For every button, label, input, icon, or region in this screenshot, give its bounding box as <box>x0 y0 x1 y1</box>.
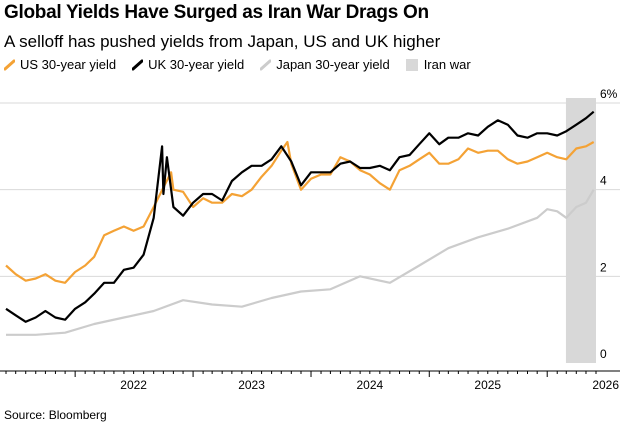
uk-yield-line <box>5 110 595 323</box>
chart-subtitle: A selloff has pushed yields from Japan, … <box>4 32 441 51</box>
grid-layer <box>0 102 620 277</box>
series-layer <box>5 110 595 336</box>
chart-title: Global Yields Have Surged as Iran War Dr… <box>4 2 429 23</box>
x-tick-label-2022: 2022 <box>120 378 147 392</box>
x-tick-label-2023: 2023 <box>238 378 265 392</box>
legend-item-uk: UK 30-year yield <box>132 57 244 72</box>
y-tick-label-6: 6% <box>600 87 618 101</box>
y-tick-label-0: 0 <box>600 347 607 361</box>
legend-label-uk: UK 30-year yield <box>148 57 245 72</box>
war-swatch-icon <box>405 58 418 71</box>
x-tick-label-2024: 2024 <box>356 378 383 392</box>
x-tick-label-2026: 2026 <box>592 378 619 392</box>
legend-label-us: US 30-year yield <box>20 57 117 72</box>
us-yield-line <box>5 140 595 284</box>
legend-label-war: Iran war <box>423 57 471 72</box>
uk-swatch-icon <box>132 59 144 70</box>
x-tick-label-2025: 2025 <box>474 378 501 392</box>
legend-item-japan: Japan 30-year yield <box>260 57 390 72</box>
japan-yield-line <box>6 189 595 336</box>
axis-layer: 0 2 4 6% 2022 2023 2024 2025 2026 <box>0 87 620 392</box>
legend-item-us: US 30-year yield <box>4 57 116 72</box>
y-tick-label-2: 2 <box>600 260 607 274</box>
yield-chart: 0 2 4 6% 2022 2023 2024 2025 2026 <box>0 87 620 392</box>
war-shade-region <box>565 98 596 363</box>
source-note: Source: Bloomberg <box>4 408 107 422</box>
japan-swatch-icon <box>260 59 272 70</box>
legend-label-japan: Japan 30-year yield <box>276 57 390 72</box>
legend-item-war: Iran war <box>405 57 471 72</box>
us-swatch-icon <box>4 59 15 70</box>
y-tick-label-4: 4 <box>600 174 607 188</box>
shade-layer <box>565 98 596 363</box>
chart-legend: US 30-year yield UK 30-year yield Japan … <box>4 57 487 72</box>
